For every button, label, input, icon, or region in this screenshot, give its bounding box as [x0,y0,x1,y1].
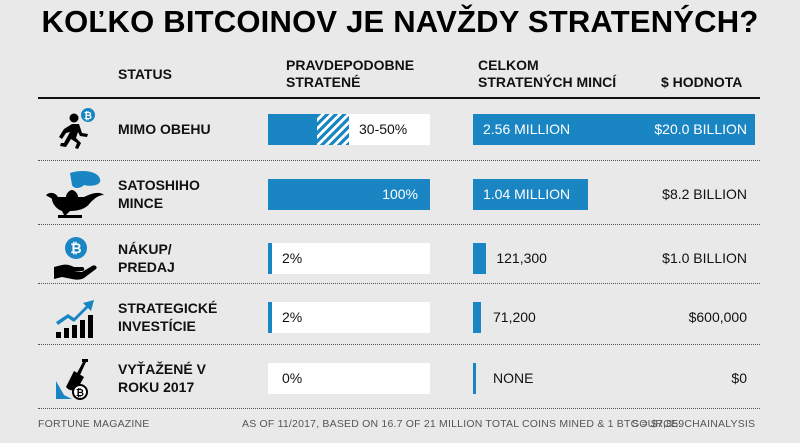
value-label: $20.0 BILLION [654,121,747,137]
row-status-line1: NÁKUP/ [118,241,172,257]
coins-bar [473,301,481,333]
probability-cell: 30-50% [268,113,430,145]
coins-label: 121,300 [496,250,547,266]
row-divider [38,224,760,225]
coins-label: NONE [493,370,534,386]
header-value: $ HODNOTA [661,74,743,90]
value-label: $600,000 [688,309,747,325]
coins-label: 1.04 MILLION [483,186,571,202]
coins-label: 2.56 MILLION [483,121,571,137]
row-status-line2: MINCE [118,195,164,211]
probability-range-hatch [316,113,349,145]
row-status-label: NÁKUP/PREDAJ [118,240,175,276]
growth-chart-icon [52,294,98,345]
coins-label: 71,200 [493,309,536,325]
probability-bar [268,113,317,145]
probability-label: 2% [282,250,303,266]
probability-label: 2% [282,309,303,325]
row-divider [38,160,760,161]
header-probably-lost-line1: PRAVDEPODOBNE [286,57,415,73]
svg-text:₿: ₿ [84,110,92,122]
coins-bar [473,178,588,210]
header-probably-lost: PRAVDEPODOBNE STRATENÉ [286,57,414,91]
running-man-bitcoin-icon: ₿ [52,106,98,157]
probability-bar [268,301,272,333]
footer-source: SOURCE: CHAINALYSIS [632,418,756,430]
header-probably-lost-line2: STRATENÉ [286,74,361,90]
row-status-line2: ROKU 2017 [118,379,195,395]
footer-source-magazine: FORTUNE MAGAZINE [38,418,150,430]
header-status: STATUS [118,66,172,82]
row-status-line2: PREDAJ [118,259,175,275]
probability-cell: 100% [268,178,430,210]
hand-bitcoin-icon: ₿ [52,235,98,286]
probability-bar [268,242,272,274]
value-label: $8.2 BILLION [662,186,747,202]
svg-text:₿: ₿ [76,387,84,399]
row-divider [38,283,760,284]
table-bottom-rule [38,408,760,409]
row-status-label: MIMO OBEHU [118,120,211,138]
coins-bar [473,242,487,274]
row-status-line1: SATOSHIHO [118,177,200,193]
row-status-label: SATOSHIHO MINCE [118,176,200,212]
row-status-line1: STRATEGICKÉ [118,300,218,316]
row-status-line1: MIMO OBEHU [118,121,211,137]
header-total-lost-coins: CELKOM STRATENÝCH MINCÍ [478,57,616,91]
coins-bar [473,362,476,394]
probability-label: 30-50% [359,121,408,137]
probability-cell: 2% [268,301,430,333]
header-rule [38,97,760,99]
footer-note: AS OF 11/2017, BASED ON 16.7 OF 21 MILLI… [242,418,685,430]
value-bar [640,113,755,145]
row-status-line1: VYŤAŽENÉ V [118,361,206,377]
row-status-label: VYŤAŽENÉ V ROKU 2017 [118,360,206,396]
row-status-label: STRATEGICKÉ INVESTÍCIE [118,299,217,335]
row-status-line2: INVESTÍCIE [118,318,196,334]
probability-cell: 2% [268,242,430,274]
shovel-bitcoin-icon: ₿ [52,355,98,406]
chart-title: KOĽKO BITCOINOV JE NAVŽDY STRATENÝCH? [41,4,759,39]
svg-text:₿: ₿ [70,241,81,257]
magic-lamp-icon [40,169,106,224]
value-label: $1.0 BILLION [662,250,747,266]
probability-cell: 0% [268,362,430,394]
probability-label: 100% [382,186,418,202]
value-label: $0 [731,370,747,386]
header-total-lost-coins-line1: CELKOM [478,57,539,73]
header-total-lost-coins-line2: STRATENÝCH MINCÍ [478,74,617,90]
probability-bar [268,178,430,210]
row-divider [38,344,760,345]
probability-label: 0% [282,370,303,386]
